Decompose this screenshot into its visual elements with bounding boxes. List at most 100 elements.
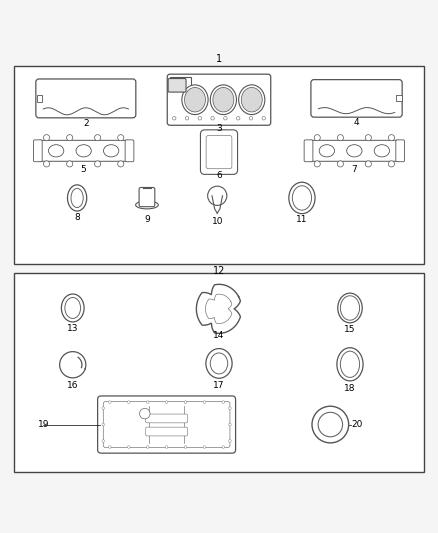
Ellipse shape <box>347 144 362 157</box>
Circle shape <box>314 161 320 167</box>
Circle shape <box>165 401 168 403</box>
Circle shape <box>127 446 130 448</box>
FancyBboxPatch shape <box>146 427 187 436</box>
Ellipse shape <box>136 201 158 209</box>
Ellipse shape <box>71 188 83 207</box>
Circle shape <box>262 117 265 120</box>
Bar <box>37 95 42 102</box>
Bar <box>170 77 191 91</box>
Circle shape <box>95 135 101 141</box>
Circle shape <box>146 401 149 403</box>
Circle shape <box>95 161 101 167</box>
Circle shape <box>208 186 227 205</box>
Ellipse shape <box>319 144 335 157</box>
Text: 17: 17 <box>213 381 225 390</box>
Ellipse shape <box>318 413 343 437</box>
Ellipse shape <box>61 294 84 322</box>
Circle shape <box>146 446 149 448</box>
Ellipse shape <box>241 87 262 112</box>
Circle shape <box>67 161 73 167</box>
Ellipse shape <box>210 353 228 374</box>
Ellipse shape <box>340 351 360 377</box>
FancyBboxPatch shape <box>38 140 130 161</box>
Circle shape <box>118 161 124 167</box>
Ellipse shape <box>340 296 360 320</box>
Ellipse shape <box>312 406 349 443</box>
Circle shape <box>109 446 111 448</box>
Text: 6: 6 <box>216 171 222 180</box>
Circle shape <box>365 135 371 141</box>
FancyBboxPatch shape <box>103 402 230 448</box>
Ellipse shape <box>239 85 265 115</box>
Circle shape <box>185 117 189 120</box>
Circle shape <box>102 407 105 409</box>
Circle shape <box>102 440 105 442</box>
Text: 9: 9 <box>144 215 150 224</box>
Circle shape <box>165 446 168 448</box>
Text: 5: 5 <box>81 165 87 174</box>
Circle shape <box>389 135 395 141</box>
FancyBboxPatch shape <box>168 78 186 92</box>
Circle shape <box>337 135 343 141</box>
Circle shape <box>102 423 105 426</box>
Text: 8: 8 <box>74 213 80 222</box>
Circle shape <box>365 161 371 167</box>
Text: 1: 1 <box>216 54 222 64</box>
Text: 20: 20 <box>351 420 363 429</box>
Ellipse shape <box>337 348 363 381</box>
Bar <box>14 66 424 264</box>
Ellipse shape <box>182 85 208 115</box>
Ellipse shape <box>289 182 315 214</box>
Circle shape <box>184 401 187 403</box>
FancyBboxPatch shape <box>36 79 136 118</box>
Text: 16: 16 <box>67 381 78 390</box>
Circle shape <box>203 446 206 448</box>
Text: 2: 2 <box>83 119 88 128</box>
FancyBboxPatch shape <box>146 414 187 423</box>
Circle shape <box>229 440 231 442</box>
Text: 19: 19 <box>38 420 49 429</box>
Ellipse shape <box>184 87 205 112</box>
Circle shape <box>43 161 49 167</box>
Circle shape <box>314 135 320 141</box>
FancyBboxPatch shape <box>201 130 237 174</box>
Ellipse shape <box>338 293 362 323</box>
FancyBboxPatch shape <box>33 140 42 161</box>
Circle shape <box>43 135 49 141</box>
Circle shape <box>67 135 73 141</box>
Polygon shape <box>196 284 240 333</box>
Ellipse shape <box>374 144 389 157</box>
Bar <box>396 95 402 101</box>
FancyBboxPatch shape <box>139 188 155 207</box>
Circle shape <box>127 401 130 403</box>
FancyBboxPatch shape <box>304 140 313 161</box>
Ellipse shape <box>103 144 119 157</box>
Text: 3: 3 <box>216 124 222 133</box>
Circle shape <box>222 401 225 403</box>
Ellipse shape <box>65 297 81 318</box>
FancyBboxPatch shape <box>311 79 402 117</box>
Circle shape <box>198 117 201 120</box>
Ellipse shape <box>49 144 64 157</box>
Circle shape <box>118 135 124 141</box>
Text: 15: 15 <box>344 325 356 334</box>
FancyBboxPatch shape <box>396 140 405 161</box>
Circle shape <box>229 423 231 426</box>
Circle shape <box>249 117 253 120</box>
FancyBboxPatch shape <box>167 74 271 125</box>
Circle shape <box>229 407 231 409</box>
FancyBboxPatch shape <box>98 396 236 453</box>
Ellipse shape <box>206 349 232 378</box>
Circle shape <box>203 401 206 403</box>
Circle shape <box>211 117 214 120</box>
Circle shape <box>184 446 187 448</box>
Circle shape <box>140 408 150 419</box>
FancyBboxPatch shape <box>125 140 134 161</box>
Text: 4: 4 <box>354 118 359 127</box>
Circle shape <box>337 161 343 167</box>
FancyBboxPatch shape <box>308 140 400 161</box>
Circle shape <box>222 446 225 448</box>
Ellipse shape <box>210 85 237 115</box>
Text: 13: 13 <box>67 324 78 333</box>
Text: 11: 11 <box>296 215 308 224</box>
